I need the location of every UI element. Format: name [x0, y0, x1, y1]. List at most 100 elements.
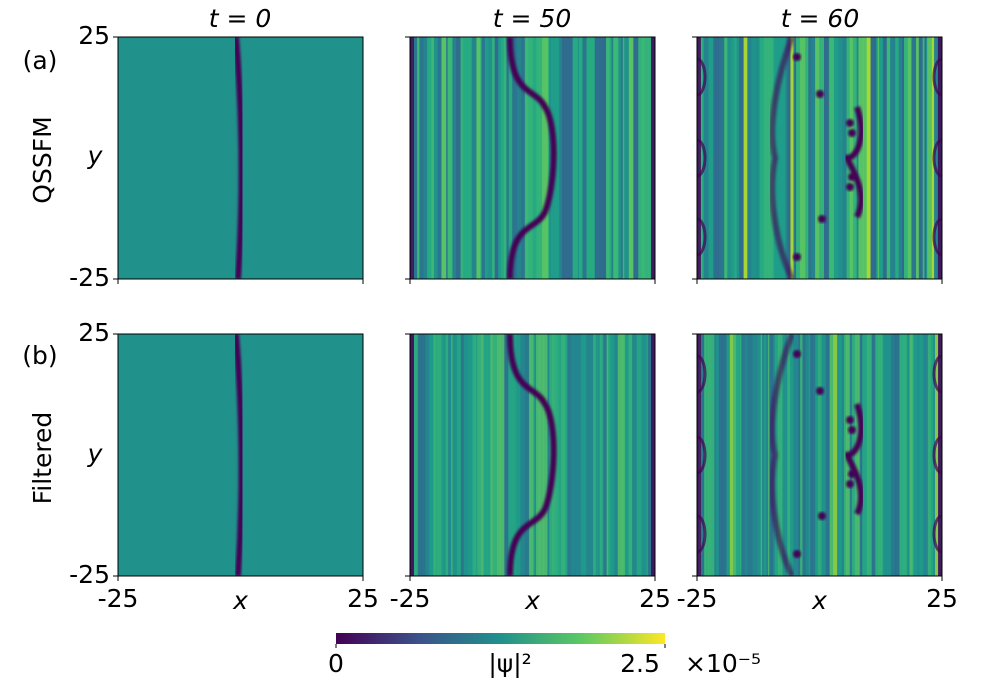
panel-frame — [696, 36, 943, 280]
heatmap-stripe — [584, 334, 587, 576]
y-tick-label: 25 — [78, 21, 110, 50]
edge-ring — [697, 57, 707, 97]
heatmap-stripe — [563, 37, 569, 279]
heatmap-stripe — [433, 37, 439, 279]
edge — [938, 334, 942, 576]
heatmap-stripe — [886, 334, 892, 576]
heatmap-stripe — [610, 334, 613, 576]
heatmap-stripe — [501, 37, 505, 279]
vortex — [846, 119, 854, 127]
heatmap-stripe — [423, 37, 428, 279]
heatmap-stripe — [922, 37, 925, 279]
heatmap-stripe — [757, 334, 762, 576]
heatmap-stripe — [421, 334, 426, 576]
heatmap-stripe — [628, 37, 634, 279]
heatmap-stripe — [549, 37, 552, 279]
heatmap-stripe — [429, 334, 434, 576]
wall — [842, 403, 865, 516]
vortex — [848, 173, 856, 181]
edge-ring — [932, 57, 942, 97]
wall — [233, 334, 245, 576]
heatmap-stripe — [882, 37, 888, 279]
heatmap-stripe — [724, 37, 728, 279]
heatmap-stripe — [720, 37, 725, 279]
heatmap-stripe — [490, 334, 493, 576]
heatmap-stripe — [618, 37, 622, 279]
heatmap-stripe — [599, 334, 604, 576]
heatmap-stripe — [539, 334, 544, 576]
heatmap-stripe — [555, 334, 559, 576]
heatmap-stripe — [903, 37, 909, 279]
heatmap-stripe — [456, 334, 462, 576]
heatmap-stripe — [778, 37, 783, 279]
heatmap-stripe — [441, 334, 445, 576]
heatmap-stripe — [577, 37, 580, 279]
heatmap-stripe — [741, 334, 746, 576]
heatmap-stripe — [636, 334, 642, 576]
x-axis-label: x — [232, 586, 248, 615]
edge — [410, 37, 414, 279]
heatmap-stripe — [763, 37, 770, 279]
heatmap-stripe — [909, 334, 913, 576]
heatmap-stripe — [868, 37, 872, 279]
wall — [233, 37, 245, 279]
heatmap-stripe — [608, 334, 611, 576]
heatmap-stripe — [446, 37, 449, 279]
heatmap — [410, 334, 655, 576]
heatmap-stripe — [558, 334, 562, 576]
heatmap-stripe — [472, 334, 477, 576]
heatmap-stripe — [815, 37, 820, 279]
heatmap-stripe — [487, 334, 491, 576]
vortex — [816, 387, 824, 395]
heatmap-stripe — [732, 334, 737, 576]
heatmap-stripe — [633, 37, 639, 279]
heatmap-stripe — [727, 37, 732, 279]
heatmap-stripe — [413, 37, 418, 279]
heatmap-stripe — [597, 37, 600, 279]
heatmap-stripe — [787, 37, 791, 279]
heatmap-stripe — [508, 37, 513, 279]
vortex — [848, 470, 856, 478]
heatmap-stripe — [913, 334, 918, 576]
heatmap-stripe — [444, 334, 447, 576]
heatmap-stripe — [604, 334, 608, 576]
heatmap-stripe — [477, 334, 482, 576]
heatmap-stripe — [503, 37, 507, 279]
heatmap-stripe — [492, 37, 496, 279]
heatmap — [697, 334, 942, 576]
heatmap-stripe — [924, 37, 927, 279]
vortex — [818, 512, 826, 520]
heatmap-stripe — [460, 37, 464, 279]
heatmap — [697, 37, 942, 279]
heatmap-stripe — [783, 334, 788, 576]
heatmap-stripe — [812, 334, 815, 576]
heatmap-stripe — [739, 37, 745, 279]
heatmap-stripe — [722, 334, 727, 576]
heatmap-stripe — [641, 334, 647, 576]
heatmap-stripe — [714, 334, 717, 576]
heatmap-stripe — [837, 334, 839, 576]
heatmap-stripe — [760, 37, 765, 279]
wall — [507, 37, 557, 279]
panel-frame — [409, 36, 656, 280]
row-label: (a) — [23, 46, 58, 75]
heatmap-stripe — [427, 37, 432, 279]
heatmap-stripe — [546, 37, 549, 279]
heatmap-stripe — [452, 334, 458, 576]
heatmap-stripe — [413, 334, 419, 576]
column-title: t = 60 — [781, 4, 859, 33]
heatmap-stripe — [838, 37, 843, 279]
heatmap-stripe — [734, 37, 738, 279]
heatmap-stripe — [441, 37, 447, 279]
heatmap-stripe — [810, 334, 814, 576]
heatmap-stripe — [568, 37, 574, 279]
heatmap-stripe — [789, 334, 794, 576]
heatmap-stripe — [718, 334, 723, 576]
heatmap-stripe — [547, 37, 550, 279]
wall — [769, 37, 795, 279]
heatmap-stripe — [811, 37, 816, 279]
heatmap-stripe — [899, 334, 904, 576]
heatmap-stripe — [870, 37, 875, 279]
colorbar — [336, 633, 665, 644]
heatmap-stripe — [731, 37, 735, 279]
